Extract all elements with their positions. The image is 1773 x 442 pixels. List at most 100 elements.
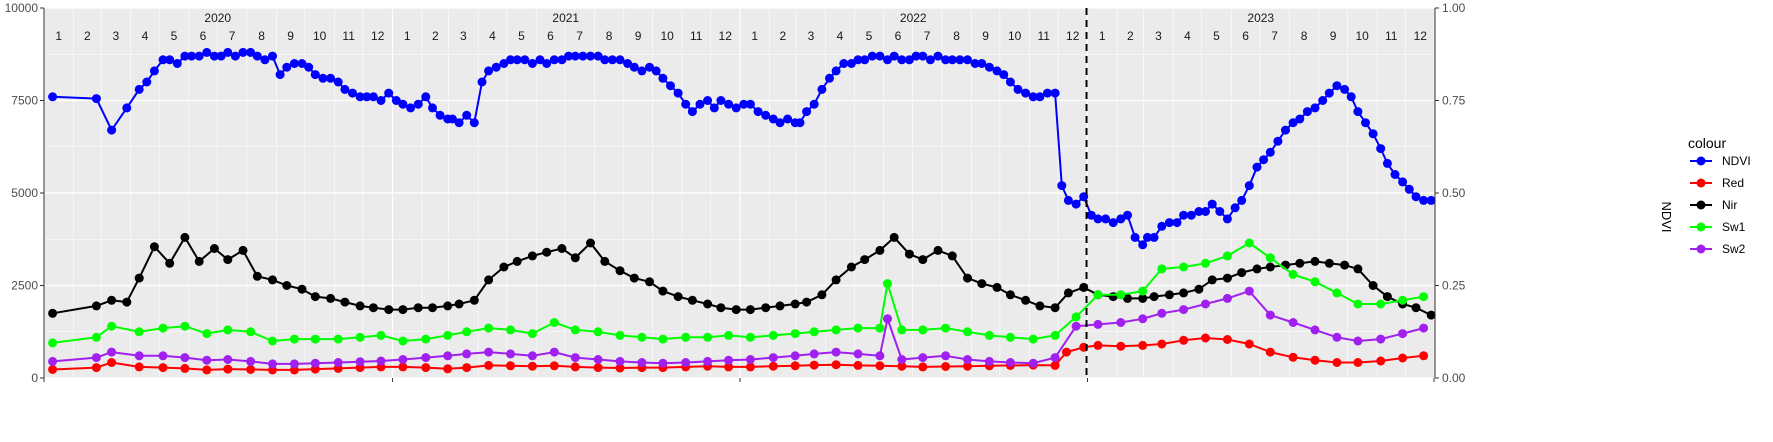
- data-point-ndvi: [348, 88, 357, 98]
- data-point-ndvi: [673, 88, 683, 98]
- data-point-nir: [1237, 268, 1247, 278]
- month-label: 6: [895, 29, 902, 43]
- data-point-sw2: [333, 358, 343, 367]
- data-point-nir: [180, 232, 190, 242]
- data-point-sw1: [506, 325, 515, 335]
- data-point-sw2: [1353, 336, 1363, 346]
- data-point-red: [790, 361, 800, 371]
- data-point-ndvi: [1222, 214, 1232, 224]
- data-point-ndvi: [1005, 77, 1015, 87]
- data-point-sw1: [809, 327, 819, 337]
- data-point-sw2: [941, 351, 951, 361]
- data-point-ndvi: [1108, 218, 1118, 228]
- data-point-nir: [512, 256, 522, 266]
- data-point-ndvi: [1207, 199, 1217, 209]
- data-point-nir: [1310, 256, 1320, 266]
- month-label: 9: [635, 29, 642, 43]
- data-point-ndvi: [955, 55, 965, 65]
- month-label: 7: [229, 29, 236, 43]
- data-point-ndvi: [1063, 195, 1073, 205]
- data-point-red: [527, 361, 537, 371]
- data-point-sw1: [443, 330, 453, 340]
- data-point-nir: [238, 245, 248, 255]
- data-point-nir: [209, 244, 219, 253]
- data-point-red: [1376, 356, 1386, 366]
- data-point-nir: [716, 303, 726, 313]
- data-point-nir: [586, 238, 595, 248]
- data-point-ndvi: [1116, 214, 1126, 224]
- data-point-red: [745, 362, 755, 372]
- data-point-ndvi: [716, 96, 726, 105]
- data-point-sw1: [158, 323, 168, 333]
- data-point-nir: [122, 297, 132, 307]
- data-point-nir: [252, 271, 262, 281]
- data-point-sw2: [484, 347, 494, 357]
- data-point-ndvi: [230, 51, 240, 61]
- data-point-sw1: [593, 327, 603, 337]
- data-point-sw1: [462, 327, 472, 337]
- data-point-nir: [1021, 295, 1031, 305]
- legend-label: NDVI: [1722, 154, 1751, 168]
- data-point-ndvi: [1071, 199, 1081, 209]
- data-point-ndvi: [1302, 107, 1312, 117]
- data-point-sw2: [790, 351, 800, 361]
- data-point-nir: [499, 262, 509, 272]
- data-point-nir: [282, 281, 292, 290]
- data-point-ndvi: [831, 66, 841, 76]
- month-label: 12: [371, 29, 385, 43]
- data-point-ndvi: [970, 59, 980, 68]
- y2-tick-label: 0.50: [1442, 186, 1466, 200]
- data-point-sw2: [443, 351, 453, 361]
- data-point-sw1: [875, 323, 885, 333]
- data-point-ndvi: [977, 59, 987, 68]
- month-label: 4: [489, 29, 496, 43]
- data-point-nir: [933, 245, 943, 255]
- data-point-nir: [1005, 290, 1015, 300]
- data-point-red: [223, 364, 233, 374]
- data-point-sw1: [1201, 258, 1210, 268]
- data-point-nir: [790, 299, 800, 309]
- data-point-nir: [1265, 262, 1275, 272]
- data-point-sw1: [48, 338, 58, 348]
- data-point-nir: [194, 256, 204, 266]
- axes: 0 2500 5000 7500 10000 0.00 0.25 0.50 0.75 1.00: [5, 1, 1466, 385]
- data-point-ndvi: [897, 55, 907, 65]
- data-point-nir: [802, 297, 812, 307]
- month-label: 2: [84, 29, 91, 43]
- data-point-ndvi: [209, 51, 219, 61]
- data-point-ndvi: [1419, 195, 1429, 205]
- data-point-ndvi: [368, 92, 378, 102]
- data-point-sw1: [1398, 295, 1408, 305]
- data-point-nir: [149, 242, 159, 252]
- data-point-ndvi: [1149, 232, 1159, 242]
- data-point-nir: [310, 292, 320, 302]
- data-point-ndvi: [326, 73, 336, 83]
- month-label: 5: [518, 29, 525, 43]
- data-point-nir: [165, 258, 175, 268]
- series-sw2: [48, 286, 1429, 369]
- data-point-sw2: [310, 358, 320, 368]
- data-point-ndvi: [999, 70, 1009, 80]
- data-point-ndvi: [1318, 96, 1328, 105]
- data-point-sw2: [1288, 318, 1298, 327]
- data-point-ndvi: [477, 77, 487, 87]
- data-point-nir: [831, 275, 841, 285]
- data-point-ndvi: [499, 59, 509, 68]
- data-point-sw2: [527, 351, 537, 361]
- data-point-red: [768, 361, 778, 371]
- data-point-ndvi: [1157, 221, 1167, 231]
- data-point-ndvi: [1123, 210, 1132, 220]
- data-point-ndvi: [1237, 195, 1247, 205]
- data-point-sw2: [158, 351, 168, 361]
- data-point-sw2: [745, 355, 755, 364]
- data-point-sw1: [421, 334, 431, 344]
- data-point-sw2: [918, 353, 928, 363]
- data-point-ndvi: [238, 47, 248, 57]
- month-label: 2: [432, 29, 439, 43]
- data-point-nir: [1123, 293, 1132, 303]
- series-sw1: [48, 238, 1429, 348]
- data-point-red: [1419, 351, 1429, 361]
- data-point-sw2: [637, 358, 647, 367]
- month-label: 9: [287, 29, 294, 43]
- data-point-sw1: [681, 332, 691, 342]
